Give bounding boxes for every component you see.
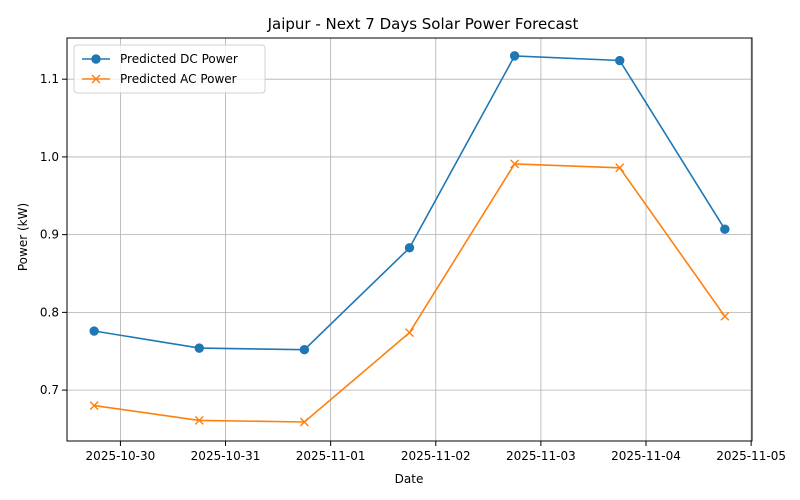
x-marker-stroke — [89, 401, 99, 411]
y-tick-label: 0.7 — [40, 383, 59, 397]
data-point — [404, 243, 415, 253]
y-tick-label: 0.8 — [40, 305, 59, 319]
legend-marker — [91, 74, 101, 84]
x-tick-label: 2025-11-02 — [401, 449, 471, 463]
x-marker-stroke — [91, 74, 101, 84]
x-axis: 2025-10-30 2025-10-31 2025-11-01 2025-11-02… — [86, 441, 786, 463]
data-point — [194, 343, 204, 353]
data-point — [405, 328, 414, 338]
data-point — [720, 224, 730, 234]
series-layer — [89, 51, 730, 427]
data-point — [299, 417, 309, 427]
chart-title: Jaipur - Next 7 Days Solar Power Forecas… — [267, 15, 579, 33]
legend: Predicted DC Power Predicted AC Power — [73, 44, 266, 94]
x-tick-label: 2025-11-01 — [296, 449, 366, 463]
x-marker-stroke — [405, 328, 414, 338]
data-point — [509, 51, 520, 61]
data-point — [299, 344, 310, 355]
x-marker-stroke — [194, 415, 204, 425]
grid — [67, 38, 752, 441]
series-dc-power — [89, 51, 730, 355]
series-line — [94, 163, 726, 423]
x-marker-stroke — [615, 163, 625, 173]
legend-box — [73, 44, 266, 94]
data-point — [89, 326, 99, 336]
x-tick-label: 2025-11-05 — [716, 449, 786, 463]
x-marker-stroke — [720, 311, 730, 321]
plot-frame — [66, 37, 753, 442]
data-point — [510, 159, 520, 169]
x-tick-label: 2025-11-03 — [506, 449, 576, 463]
series-line — [94, 55, 726, 351]
x-tick-label: 2025-11-04 — [611, 449, 681, 463]
y-axis: 0.7 0.8 0.9 1.0 1.1 — [40, 72, 67, 397]
x-tick-label: 2025-10-30 — [86, 449, 156, 463]
data-point — [720, 311, 730, 321]
x-marker-stroke — [510, 159, 520, 169]
y-tick-label: 1.0 — [40, 150, 59, 164]
data-point — [89, 401, 99, 411]
data-point — [615, 163, 625, 173]
data-point — [194, 415, 204, 425]
x-tick-label: 2025-10-31 — [191, 449, 261, 463]
series-ac-power — [89, 159, 730, 427]
x-axis-label: Date — [395, 472, 424, 486]
legend-marker — [91, 54, 101, 64]
y-tick-label: 1.1 — [40, 72, 59, 86]
data-point — [615, 55, 625, 66]
y-tick-label: 0.9 — [40, 228, 59, 242]
x-marker-stroke — [299, 417, 309, 427]
legend-label: Predicted DC Power — [120, 52, 238, 66]
legend-label: Predicted AC Power — [120, 72, 237, 86]
y-axis-label: Power (kW) — [16, 203, 30, 271]
